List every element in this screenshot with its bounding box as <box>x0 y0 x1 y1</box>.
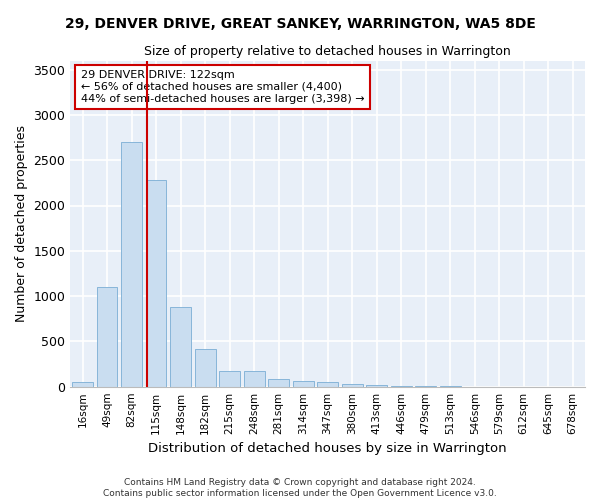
X-axis label: Distribution of detached houses by size in Warrington: Distribution of detached houses by size … <box>148 442 507 455</box>
Bar <box>317 382 338 386</box>
Bar <box>293 381 314 386</box>
Bar <box>342 384 362 386</box>
Y-axis label: Number of detached properties: Number of detached properties <box>15 125 28 322</box>
Bar <box>72 382 93 386</box>
Bar <box>244 372 265 386</box>
Bar <box>219 372 240 386</box>
Text: Contains HM Land Registry data © Crown copyright and database right 2024.
Contai: Contains HM Land Registry data © Crown c… <box>103 478 497 498</box>
Bar <box>121 142 142 386</box>
Bar <box>366 385 387 386</box>
Bar <box>194 348 215 387</box>
Text: 29 DENVER DRIVE: 122sqm
← 56% of detached houses are smaller (4,400)
44% of semi: 29 DENVER DRIVE: 122sqm ← 56% of detache… <box>80 70 364 104</box>
Bar <box>97 287 118 386</box>
Bar <box>268 378 289 386</box>
Text: 29, DENVER DRIVE, GREAT SANKEY, WARRINGTON, WA5 8DE: 29, DENVER DRIVE, GREAT SANKEY, WARRINGT… <box>65 18 535 32</box>
Bar <box>170 307 191 386</box>
Title: Size of property relative to detached houses in Warrington: Size of property relative to detached ho… <box>144 45 511 58</box>
Bar <box>146 180 166 386</box>
